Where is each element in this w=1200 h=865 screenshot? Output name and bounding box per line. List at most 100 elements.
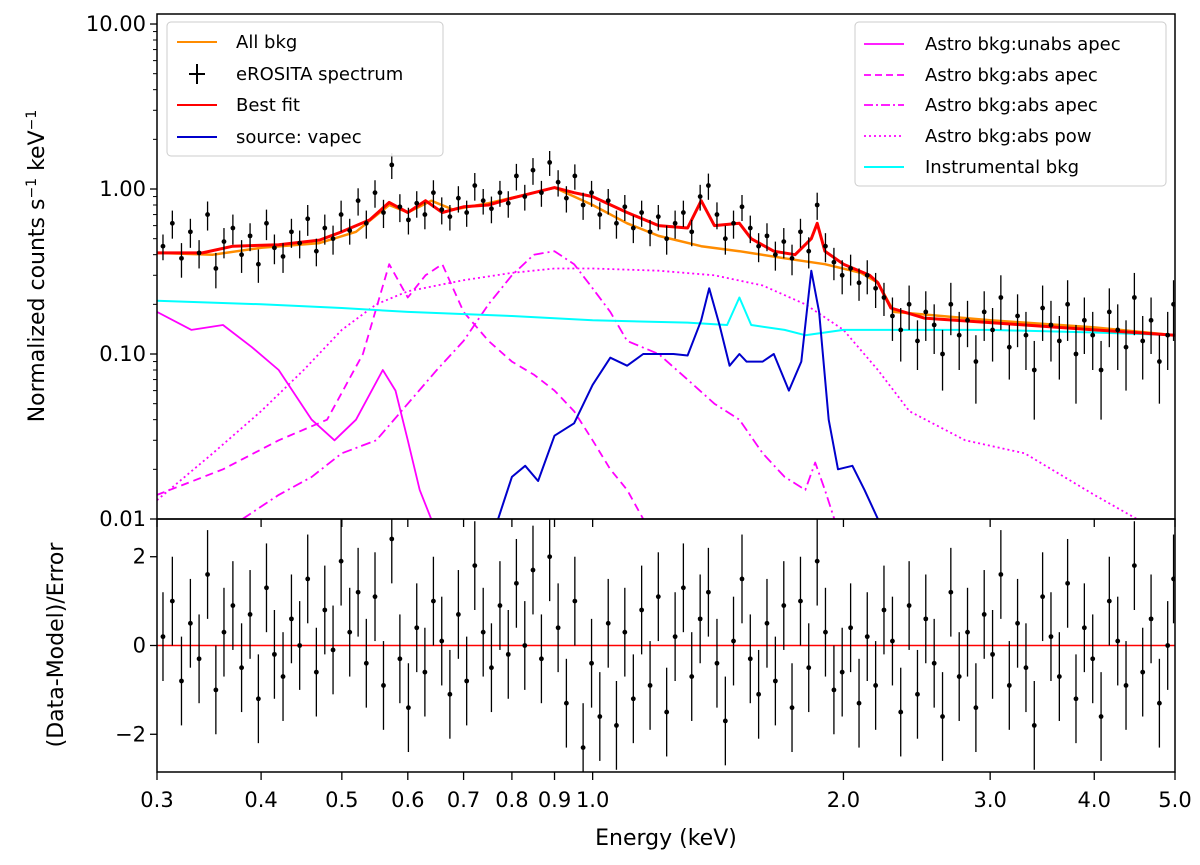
residual-marker xyxy=(764,620,770,626)
spectrum-point xyxy=(814,192,820,220)
residual-point xyxy=(397,614,403,704)
residual-point xyxy=(990,609,995,699)
residual-marker xyxy=(239,665,244,671)
x-tick-label: 1.0 xyxy=(576,788,609,812)
spectrum-point xyxy=(973,335,979,404)
spectrum-point xyxy=(422,202,428,230)
spectrum-marker xyxy=(489,206,494,212)
residual-marker xyxy=(873,683,879,688)
spectrum-point xyxy=(505,191,511,218)
residual-marker xyxy=(522,643,528,648)
residual-marker xyxy=(464,678,470,684)
residual-point xyxy=(881,565,887,655)
spectrum-marker xyxy=(547,159,553,165)
residual-marker xyxy=(539,656,544,662)
residual-point xyxy=(1098,672,1104,761)
residual-point xyxy=(931,618,937,708)
residual-marker xyxy=(672,634,678,640)
residual-marker xyxy=(363,660,369,666)
series-line-abs-pow xyxy=(157,267,1138,519)
residual-point xyxy=(1165,601,1171,690)
spectrum-point xyxy=(739,194,745,221)
spectrum-point xyxy=(555,170,561,197)
spectrum-point xyxy=(614,210,619,239)
spectrum-point xyxy=(605,189,611,215)
spectrum-point xyxy=(389,153,395,179)
residual-marker xyxy=(839,669,845,675)
residual-point xyxy=(1065,538,1071,628)
spectrum-marker xyxy=(1156,359,1162,364)
spectrum-marker xyxy=(1165,332,1171,338)
residual-marker xyxy=(731,638,736,644)
spectrum-point xyxy=(689,219,695,247)
spectrum-marker xyxy=(915,338,920,344)
residual-marker xyxy=(798,598,803,604)
residual-marker xyxy=(1023,665,1029,671)
residual-point xyxy=(330,605,336,695)
spectrum-marker xyxy=(439,207,445,213)
residual-point xyxy=(480,587,486,677)
residual-marker xyxy=(806,665,812,671)
residual-point xyxy=(1056,632,1062,721)
residual-marker xyxy=(160,634,166,640)
residual-marker xyxy=(739,576,745,582)
spectrum-marker xyxy=(923,309,929,315)
residual-marker xyxy=(1040,594,1046,600)
residual-point xyxy=(213,645,219,735)
spectrum-point xyxy=(239,240,244,273)
spectrum-point xyxy=(789,244,795,276)
spectrum-marker xyxy=(948,301,954,307)
residual-point xyxy=(563,658,569,748)
residual-point xyxy=(722,676,728,766)
legend-label-all-bkg: All bkg xyxy=(236,32,297,53)
spectrum-point xyxy=(406,207,411,235)
spectrum-point xyxy=(455,186,461,213)
residual-point xyxy=(522,601,528,690)
top-y-tick-label: 10.00 xyxy=(86,12,146,36)
residual-marker xyxy=(1015,620,1020,626)
bottom-y-axis-label: (Data-Model)/Error xyxy=(44,542,69,748)
spectrum-marker xyxy=(580,202,586,208)
spectrum-marker xyxy=(873,285,879,291)
spectrum-point xyxy=(187,218,193,248)
residual-point xyxy=(814,519,820,606)
spectrum-point xyxy=(1023,311,1029,370)
spectrum-point xyxy=(597,202,603,230)
spectrum-marker xyxy=(1015,313,1020,319)
residual-marker xyxy=(990,651,995,657)
spectrum-marker xyxy=(689,229,695,235)
spectrum-marker xyxy=(406,217,411,223)
spectrum-point xyxy=(1065,280,1071,341)
spectrum-point xyxy=(697,184,703,211)
residual-marker xyxy=(422,669,428,675)
legend-right-box xyxy=(854,21,1167,187)
spectrum-marker xyxy=(973,359,979,364)
spectrum-point xyxy=(747,215,753,244)
top-y-tick-label: 0.01 xyxy=(99,507,146,531)
residual-point xyxy=(539,614,544,704)
residual-point xyxy=(923,574,929,664)
spectrum-point xyxy=(639,200,645,227)
spectrum-point xyxy=(655,204,661,231)
spectrum-marker xyxy=(389,162,395,168)
bottom-y-tick-label: 2 xyxy=(133,545,146,569)
residual-marker xyxy=(389,536,395,542)
spectrum-marker xyxy=(513,173,519,179)
spectrum-point xyxy=(305,204,311,236)
residual-point xyxy=(731,596,736,686)
spectrum-point xyxy=(890,297,895,341)
spectrum-point xyxy=(464,200,470,227)
residual-point xyxy=(831,645,837,735)
spectrum-marker xyxy=(714,212,720,217)
residual-point xyxy=(572,556,578,646)
residual-marker xyxy=(480,629,486,635)
spectrum-marker xyxy=(630,225,636,231)
residual-marker xyxy=(280,674,286,679)
residual-point xyxy=(205,530,210,619)
spectrum-marker xyxy=(848,266,854,271)
residual-point xyxy=(472,521,478,610)
legend-label-unabs-apec: Astro bkg:unabs apec xyxy=(925,34,1121,55)
spectrum-point xyxy=(1148,297,1154,355)
residual-marker xyxy=(1031,722,1037,728)
spectrum-point xyxy=(539,180,544,207)
